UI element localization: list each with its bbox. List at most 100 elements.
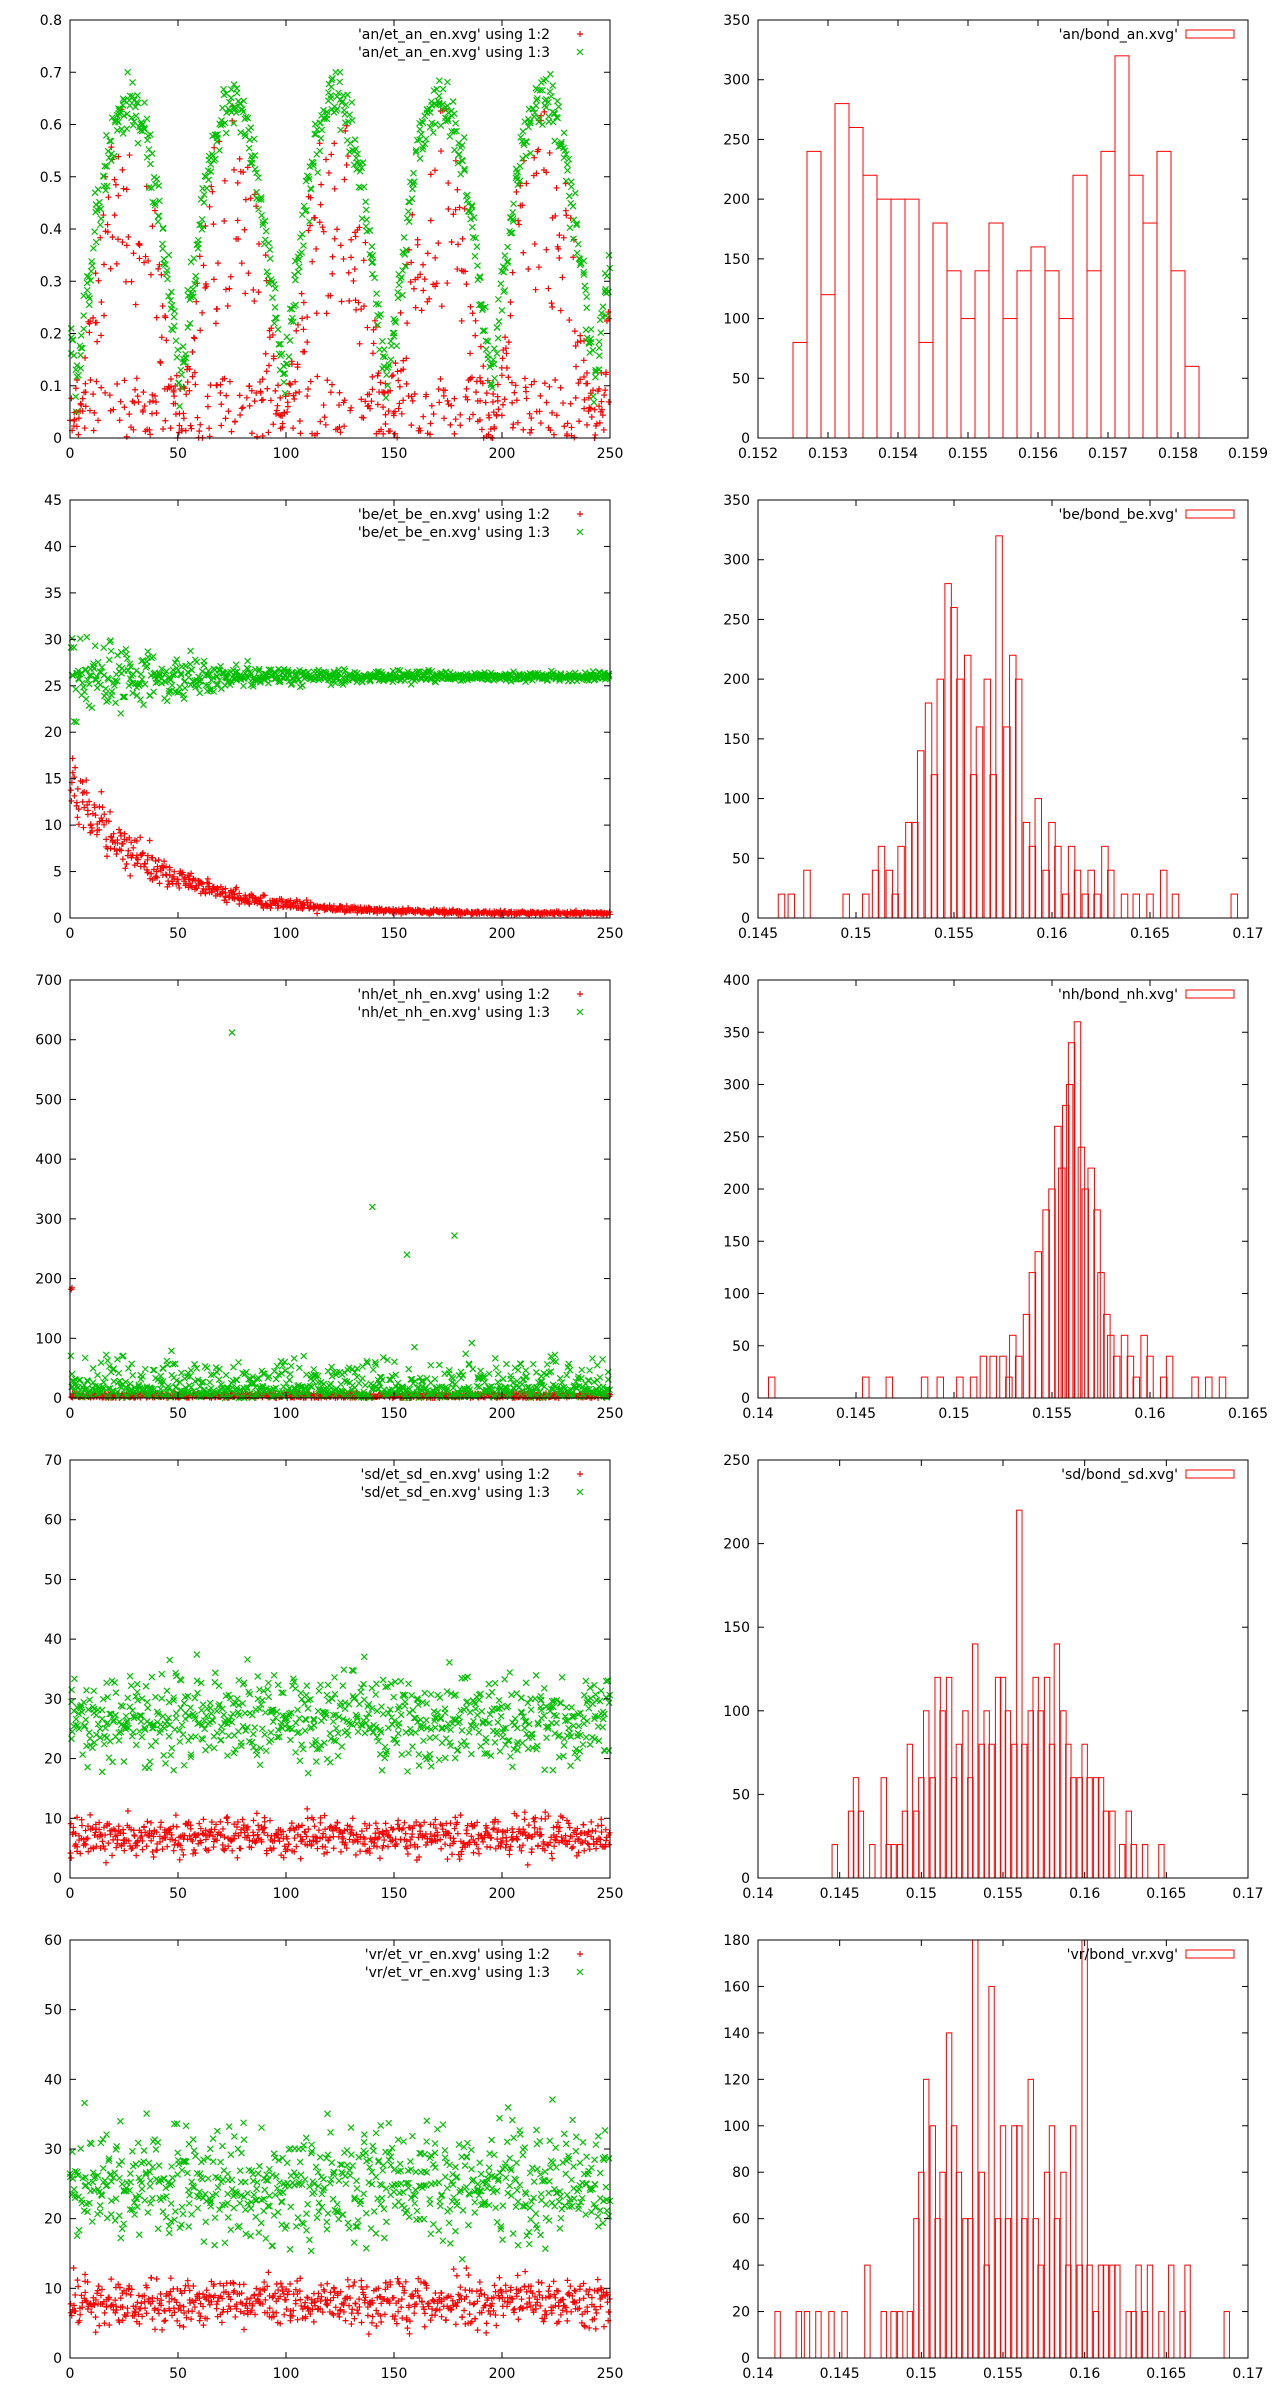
data-point-plus: [452, 206, 459, 213]
data-point-plus: [358, 306, 365, 313]
data-point-plus: [194, 414, 201, 421]
data-point-x: [115, 105, 122, 112]
data-point-plus: [123, 861, 130, 868]
data-point-plus: [348, 404, 355, 411]
y-tick-label: 0: [741, 431, 750, 447]
data-point-x: [147, 160, 154, 168]
data-point-plus: [392, 360, 399, 367]
data-point-plus: [250, 286, 257, 293]
data-point-x: [576, 48, 584, 56]
data-point-x: [489, 356, 497, 364]
data-point-plus: [563, 212, 570, 219]
data-point-x: [104, 1357, 111, 1365]
data-point-plus: [79, 395, 86, 402]
data-point-x: [324, 97, 332, 105]
data-point-plus: [451, 395, 458, 402]
y-tick-label: 0: [53, 431, 62, 447]
data-point-plus: [412, 304, 419, 311]
data-point-plus: [435, 240, 442, 247]
data-point-plus: [374, 401, 381, 408]
data-point-x: [587, 338, 595, 346]
data-point-x: [292, 301, 300, 309]
y-tick-label: 0.8: [40, 13, 62, 29]
data-point-plus: [572, 342, 579, 349]
data-point-x: [114, 651, 121, 659]
histogram-bar: [1065, 1084, 1074, 1399]
data-point-plus: [218, 422, 225, 429]
data-point-plus: [226, 285, 233, 292]
data-point-plus: [272, 387, 279, 394]
data-point-x: [416, 125, 424, 133]
data-point-plus: [403, 380, 410, 387]
data-point-plus: [197, 327, 204, 334]
data-point-plus: [293, 327, 300, 334]
data-point-x: [362, 198, 370, 206]
data-point-x: [88, 704, 96, 712]
data-point-x: [273, 314, 280, 322]
data-point-plus: [146, 398, 153, 405]
data-point-plus: [268, 325, 275, 332]
x-tick-label: 0.145: [836, 1406, 876, 1422]
data-point-plus: [254, 433, 261, 440]
data-point-x: [310, 1365, 318, 1373]
data-point-plus: [186, 366, 193, 373]
data-point-x: [220, 91, 228, 99]
data-point-x: [455, 139, 463, 147]
data-point-plus: [97, 234, 104, 241]
data-point-plus: [329, 381, 336, 388]
data-point-plus: [84, 811, 91, 818]
data-point-plus: [117, 398, 124, 405]
histogram-bar: [956, 1376, 964, 1399]
data-point-x: [419, 143, 427, 151]
data-point-plus: [274, 402, 281, 409]
data-point-x: [172, 337, 180, 345]
data-point-x: [159, 224, 167, 232]
y-tick-label: 400: [723, 973, 750, 989]
data-point-x: [405, 208, 412, 215]
data-point-x: [145, 184, 153, 191]
data-point-plus: [191, 1846, 198, 1853]
data-point-x: [468, 223, 476, 231]
histogram-bar: [1016, 270, 1032, 439]
data-point-plus: [369, 373, 376, 380]
data-point-plus: [398, 410, 405, 417]
data-point-x: [401, 251, 409, 258]
data-point-plus: [530, 172, 537, 179]
data-point-x: [132, 112, 140, 120]
data-point-plus: [150, 397, 157, 404]
data-point-x: [189, 293, 197, 301]
data-point-x: [123, 125, 131, 133]
data-point-x: [143, 153, 151, 161]
data-point-x: [410, 169, 417, 177]
data-point-x: [107, 647, 115, 655]
legend-label: 'an/et_an_en.xvg' using 1:3: [358, 45, 550, 61]
data-point-plus: [380, 389, 387, 396]
data-point-plus: [517, 202, 524, 209]
data-point-plus: [438, 148, 445, 155]
data-point-x: [76, 342, 84, 350]
data-point-x: [178, 384, 186, 392]
data-point-plus: [176, 1856, 183, 1863]
data-point-x: [314, 169, 322, 176]
data-point-x: [148, 654, 156, 662]
data-point-x: [72, 408, 80, 416]
data-point-x: [209, 152, 217, 160]
data-point-plus: [258, 397, 265, 404]
data-point-x: [200, 191, 208, 198]
data-point-plus: [603, 369, 610, 376]
data-point-x: [220, 85, 227, 93]
data-point-x: [360, 183, 368, 191]
data-point-plus: [515, 217, 522, 224]
data-point-x: [286, 337, 294, 344]
data-point-plus: [473, 378, 480, 385]
data-point-x: [464, 207, 472, 215]
data-point-x: [244, 657, 252, 665]
data-point-x: [473, 243, 481, 251]
data-point-x: [106, 137, 114, 145]
data-point-plus: [505, 374, 512, 381]
data-point-plus: [549, 409, 556, 416]
data-point-x: [230, 81, 238, 89]
data-point-plus: [210, 276, 217, 283]
data-point-x: [590, 398, 598, 406]
data-point-x: [384, 363, 392, 371]
